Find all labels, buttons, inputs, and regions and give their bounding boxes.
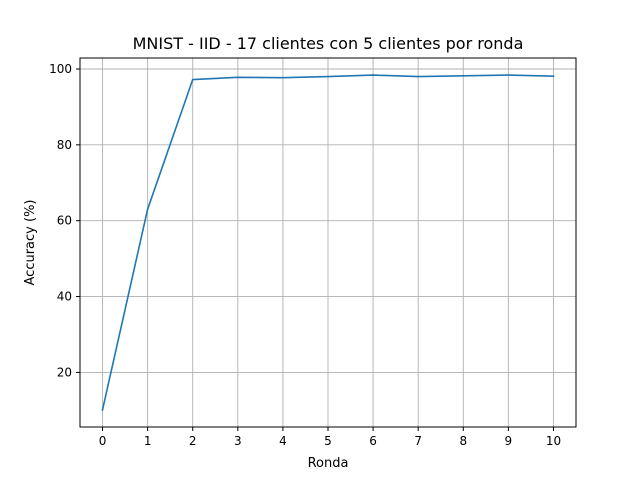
y-tick-label: 40	[57, 290, 72, 304]
data-point	[146, 208, 149, 211]
x-tick-label: 5	[324, 434, 332, 448]
x-tick-label: 9	[505, 434, 513, 448]
data-point	[191, 78, 194, 81]
grid-lines	[80, 58, 576, 427]
x-tick-label: 1	[144, 434, 152, 448]
x-axis-label: Ronda	[308, 456, 349, 471]
y-tick-label: 100	[49, 62, 72, 76]
x-tick-label: 8	[459, 434, 467, 448]
x-tick-label: 6	[369, 434, 377, 448]
y-axis-label: Accuracy (%)	[23, 200, 38, 286]
data-point	[417, 75, 419, 78]
data-point	[327, 75, 329, 78]
series-layer	[101, 74, 555, 411]
data-point	[507, 74, 510, 76]
x-tick-label: 3	[234, 434, 242, 448]
y-tick-label: 20	[57, 365, 72, 379]
y-tick-label: 80	[57, 138, 72, 152]
axis-ticks: 0 1 2 3 4 5 6 7 8 9 10 20 40 60 80 100	[49, 62, 561, 448]
chart-title: MNIST - IID - 17 clientes con 5 clientes…	[133, 34, 524, 53]
x-tick-label: 2	[189, 434, 197, 448]
x-tick-label: 0	[99, 434, 107, 448]
x-tick-label: 4	[279, 434, 287, 448]
data-point	[282, 76, 284, 79]
data-point	[552, 75, 555, 78]
x-tick-label: 7	[414, 434, 422, 448]
data-point	[462, 75, 465, 77]
y-tick-label: 60	[57, 214, 72, 228]
x-tick-label: 10	[546, 434, 561, 448]
data-point	[237, 76, 239, 79]
data-point	[101, 409, 104, 411]
data-point	[372, 74, 374, 76]
